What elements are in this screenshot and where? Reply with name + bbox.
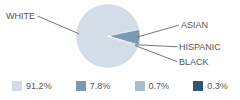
html-text:7.8%: 7.8% <box>89 81 111 91</box>
svg-text:BLACK: BLACK <box>179 57 209 67</box>
svg-text:WHITE: WHITE <box>6 11 35 21</box>
html-text:0.7%: 0.7% <box>148 81 170 91</box>
html-text:91.2%: 91.2% <box>26 81 52 91</box>
html-text:0.3%: 0.3% <box>207 81 228 91</box>
svg-text:ASIAN: ASIAN <box>181 20 208 30</box>
svg-text:HISPANIC: HISPANIC <box>179 42 221 52</box>
